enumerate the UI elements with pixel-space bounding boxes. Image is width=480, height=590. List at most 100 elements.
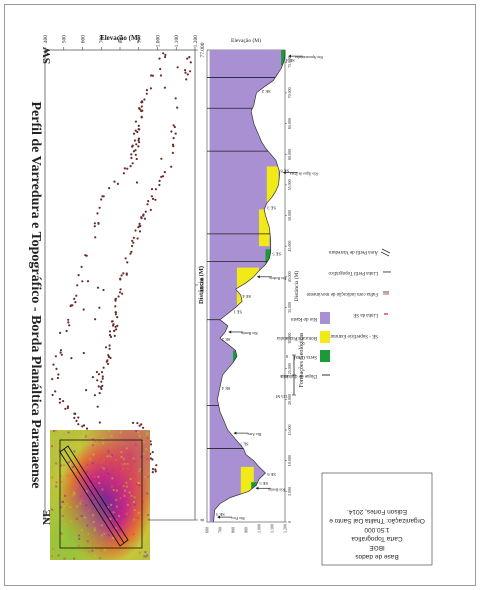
swath-point [131, 244, 134, 248]
swath-point [116, 324, 119, 327]
dem-pixel [88, 550, 91, 553]
swath-point [135, 181, 139, 184]
dem-pixel [119, 466, 121, 469]
dem-pixel [59, 437, 62, 440]
dem-pixel [133, 503, 136, 506]
dem-pixel [87, 532, 90, 535]
legend-structure-label: Falha com indicação de movimento [306, 291, 378, 296]
dem-pixel [129, 543, 132, 546]
dem-pixel [68, 436, 71, 439]
swath-point [96, 212, 99, 215]
dem-pixel [64, 494, 67, 497]
dem-pixel [73, 450, 76, 453]
river-arrowhead [233, 431, 237, 435]
swath-point [100, 380, 103, 383]
swath-point [77, 423, 80, 426]
topo-x-tick-label: 15.000 [287, 425, 292, 436]
dem-pixel [77, 517, 79, 520]
river-label: Rio Bonito [268, 487, 285, 491]
dem-pixel [112, 489, 115, 491]
river-arrowhead [288, 54, 291, 58]
swath-point [151, 471, 154, 474]
swath-point [132, 241, 135, 244]
swath-point [130, 156, 133, 160]
dem-pixel [137, 511, 140, 514]
formation-band-1 [236, 267, 259, 308]
swath-point [129, 165, 132, 168]
dem-pixel [136, 516, 139, 519]
se-annotation: SE 1 [233, 310, 242, 315]
swath-point [85, 254, 88, 257]
swath-point [164, 55, 167, 59]
river-label: Rio Fico [231, 516, 244, 520]
dem-pixel [80, 500, 83, 503]
swath-point [97, 373, 101, 376]
dem-pixel [101, 437, 104, 440]
dem-pixel [66, 545, 69, 548]
dem-pixel [51, 555, 53, 558]
swath-point [150, 74, 153, 77]
dem-texture [51, 430, 150, 560]
swath-y-tick-label: 900 [137, 35, 143, 44]
swath-point [160, 175, 163, 178]
dem-pixel [118, 530, 121, 533]
swath-y-tick-label: 600 [80, 35, 86, 44]
dem-pixel [132, 457, 135, 460]
swath-point [93, 394, 96, 397]
dem-pixel [60, 480, 63, 483]
dem-pixel [86, 463, 89, 466]
swath-point [62, 400, 65, 403]
swath-point [138, 225, 141, 228]
topo-formation-fills [207, 50, 286, 523]
swath-point [51, 393, 54, 397]
dem-pixel [67, 431, 70, 434]
swath-point [69, 304, 72, 308]
swath-point [59, 331, 62, 334]
dem-pixel [110, 503, 113, 506]
swath-point [159, 67, 162, 71]
swath-point [101, 375, 104, 378]
dem-pixel [134, 512, 137, 515]
topo-profile-line [63, 448, 125, 544]
dem-pixel [94, 554, 97, 557]
dem-pixel [63, 464, 66, 467]
se-annotation: SE 6 [266, 472, 275, 477]
dem-pixel [133, 501, 135, 503]
swath-point [73, 416, 76, 419]
topo-y-tick-label: 600 [205, 527, 210, 533]
swath-point [108, 334, 112, 337]
dem-pixel [54, 431, 57, 434]
dem-pixel [130, 495, 133, 497]
swath-point [121, 292, 124, 295]
topo-x-tick-label: 20.000 [287, 394, 292, 405]
swath-point [146, 203, 149, 206]
swath-point [136, 422, 139, 425]
swath-point [173, 125, 176, 129]
dem-pixel [62, 525, 65, 528]
dem-pixel [119, 540, 122, 543]
dem-pixel [86, 524, 89, 527]
topo-clip-group [209, 50, 285, 522]
dem-pixel [63, 557, 66, 560]
swath-point [59, 351, 62, 354]
se-annotation: SE 2 [222, 337, 231, 342]
swath-point [131, 162, 134, 165]
dem-pixel [102, 467, 105, 470]
topo-line-symbol [385, 271, 387, 273]
swath-point [113, 329, 116, 332]
topo-x-tick-label: 25.000 [287, 363, 292, 374]
swath-point [149, 208, 152, 211]
topo-line-symbol [383, 271, 385, 273]
swath-y-axis-label: Elevação (M) [100, 34, 141, 42]
dem-pixel [100, 461, 103, 464]
formation-label: Dique de diabásio [280, 373, 317, 378]
swath-point [151, 468, 155, 471]
swath-y-tick-label: 400 [43, 35, 49, 44]
inset-elevation-map [50, 430, 150, 560]
swath-point [184, 71, 187, 74]
dem-pixel [60, 464, 63, 467]
dem-pixel [142, 441, 145, 444]
swath-point [145, 89, 148, 92]
sw-end-label: SW [41, 47, 53, 64]
dem-pixel [66, 503, 69, 505]
